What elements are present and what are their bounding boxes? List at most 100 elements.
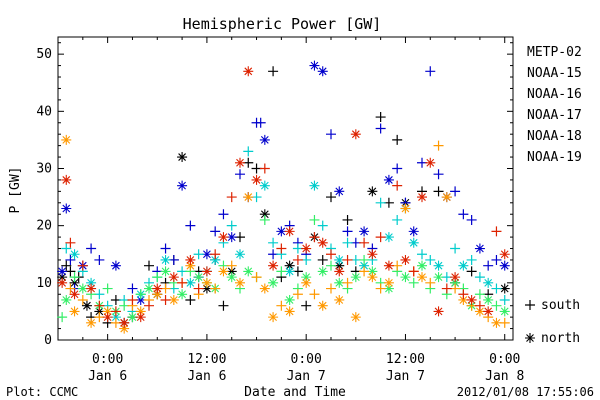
data-point-south (144, 300, 154, 311)
data-point-north (317, 66, 328, 77)
data-point-south (458, 289, 469, 300)
data-point-north (177, 289, 188, 300)
data-point-north (94, 306, 105, 317)
data-point-south (474, 272, 485, 283)
data-point-north (334, 260, 345, 271)
data-point-north (259, 209, 270, 220)
data-point-south (309, 289, 320, 300)
data-point-north (450, 277, 461, 288)
x-tick-date-label: Jan 6 (88, 369, 127, 384)
data-point-south (210, 226, 221, 237)
data-point-south (193, 249, 204, 260)
x-axis-label: Date and Time (244, 385, 346, 400)
data-point-north (350, 272, 361, 283)
data-point-north (210, 254, 221, 265)
data-point-north (119, 317, 130, 328)
data-point-north (425, 157, 436, 168)
data-point-north (86, 277, 97, 288)
data-point-south (491, 300, 502, 311)
data-point-south (342, 214, 353, 225)
data-point-north (317, 300, 328, 311)
y-tick-label: 40 (36, 104, 52, 119)
legend-entry: NOAA-19 (527, 150, 582, 165)
x-tick-date-label: Jan 8 (485, 369, 524, 384)
data-point-south (392, 214, 403, 225)
data-point-south (226, 192, 237, 203)
data-point-south (185, 294, 196, 305)
data-point-north (61, 203, 72, 214)
data-point-south (193, 283, 204, 294)
data-point-north (499, 249, 510, 260)
data-point-south (342, 226, 353, 237)
data-point-south (425, 66, 436, 77)
data-point-south (375, 197, 386, 208)
data-point-north (119, 323, 130, 334)
data-point-north (367, 272, 378, 283)
data-point-south (226, 220, 237, 231)
data-point-north (226, 232, 237, 243)
data-point-north (86, 283, 97, 294)
data-point-south (499, 317, 510, 328)
data-point-north (201, 277, 212, 288)
data-point-north (226, 266, 237, 277)
x-tick-time-label: 0:00 (291, 352, 322, 367)
data-point-south (392, 134, 403, 145)
data-point-south (466, 214, 477, 225)
data-point-north (77, 283, 88, 294)
legend-entry: METP-02 (527, 45, 582, 60)
x-tick-time-label: 12:00 (386, 352, 425, 367)
data-point-south (276, 300, 287, 311)
data-point-north (226, 272, 237, 283)
data-point-north (177, 180, 188, 191)
data-point-south (69, 272, 80, 283)
data-point-south (243, 146, 254, 157)
data-point-south (292, 289, 303, 300)
data-point-south (218, 300, 229, 311)
data-point-south (408, 266, 419, 277)
y-axis-label: P [GW] (8, 167, 23, 214)
data-point-north (400, 272, 411, 283)
data-point-north (135, 294, 146, 305)
data-point-north (334, 186, 345, 197)
data-point-north (301, 277, 312, 288)
data-point-north (57, 272, 68, 283)
y-tick-label: 30 (36, 161, 52, 176)
data-point-south (268, 66, 279, 77)
data-point-south (425, 254, 436, 265)
data-point-north (458, 260, 469, 271)
data-point-north (367, 186, 378, 197)
data-point-south (375, 232, 386, 243)
data-point-north (334, 254, 345, 265)
data-point-north (102, 306, 113, 317)
footer-timestamp: 2012/01/08 17:55:06 (457, 385, 594, 399)
data-point-north (185, 254, 196, 265)
data-point-north (235, 249, 245, 260)
legend-entry: NOAA-17 (527, 108, 582, 123)
data-point-south (433, 169, 444, 180)
data-point-north (474, 243, 485, 254)
data-point-north (69, 306, 80, 317)
data-point-north (201, 266, 212, 277)
data-point-north (367, 249, 378, 260)
data-point-south (160, 243, 171, 254)
data-point-north (309, 180, 320, 191)
data-point-north (135, 306, 146, 317)
data-point-north (383, 232, 394, 243)
legend-north-marker (525, 333, 535, 343)
plot-frame (57, 36, 514, 341)
data-point-south (61, 243, 72, 254)
data-point-north (334, 277, 345, 288)
data-point-south (276, 266, 287, 277)
data-point-south (292, 254, 303, 265)
data-point-north (259, 134, 270, 145)
data-point-south (491, 226, 502, 237)
data-point-south (326, 192, 336, 203)
data-point-north (383, 277, 394, 288)
data-point-south (342, 277, 353, 288)
data-point-north (408, 226, 419, 237)
data-point-north (284, 260, 295, 271)
data-point-south (375, 283, 386, 294)
data-point-north (359, 226, 370, 237)
data-point-north (359, 260, 370, 271)
data-point-north (86, 317, 97, 328)
